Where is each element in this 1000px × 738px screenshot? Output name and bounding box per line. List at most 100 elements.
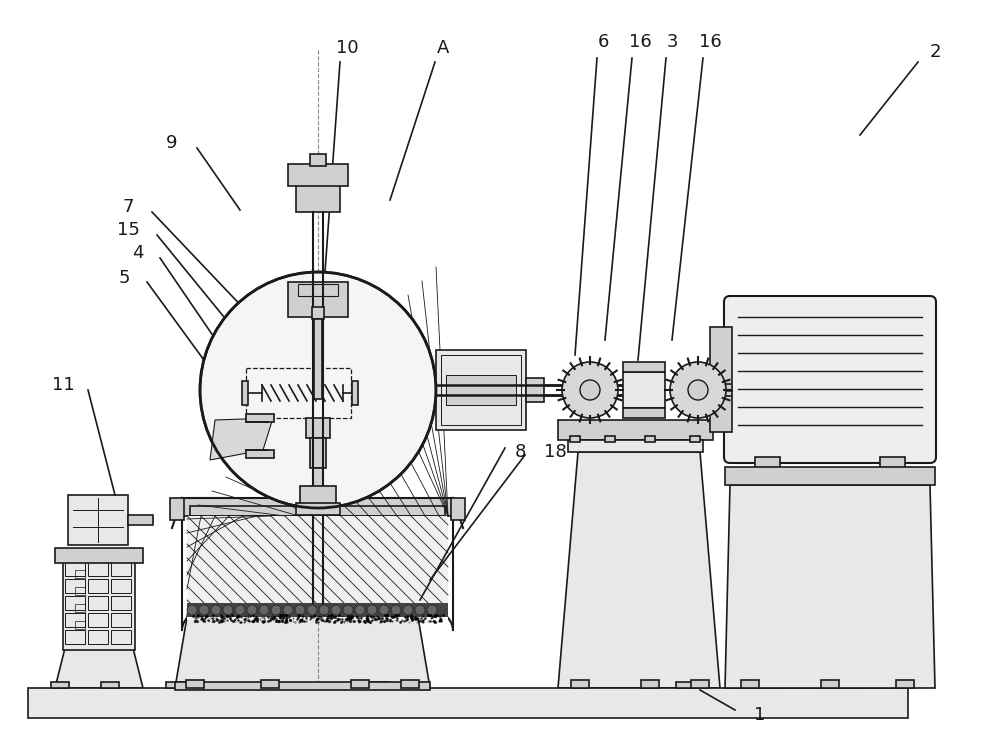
Text: 1: 1 — [754, 706, 766, 724]
Bar — [570, 436, 580, 442]
Bar — [65, 613, 85, 627]
Bar — [761, 682, 779, 688]
Circle shape — [235, 605, 245, 615]
Bar — [75, 621, 85, 629]
Bar — [88, 613, 108, 627]
Bar — [558, 420, 713, 440]
Bar — [312, 307, 324, 319]
Text: 10: 10 — [336, 39, 358, 57]
Bar — [296, 184, 340, 212]
Bar — [641, 680, 659, 688]
Circle shape — [295, 605, 305, 615]
Bar — [65, 596, 85, 610]
Bar — [187, 603, 448, 617]
Bar — [261, 680, 279, 688]
Bar — [55, 548, 143, 563]
Bar — [288, 164, 348, 186]
Circle shape — [187, 605, 197, 615]
Polygon shape — [725, 485, 935, 688]
Bar — [451, 498, 465, 520]
FancyBboxPatch shape — [724, 296, 936, 463]
Text: 5: 5 — [118, 269, 130, 287]
Text: 16: 16 — [699, 33, 721, 51]
Bar — [246, 368, 351, 418]
Bar — [401, 680, 419, 688]
Circle shape — [427, 605, 437, 615]
Bar — [166, 682, 184, 688]
Polygon shape — [210, 418, 273, 460]
Text: 18: 18 — [544, 443, 566, 461]
Circle shape — [415, 605, 425, 615]
Bar — [371, 682, 389, 688]
Bar — [441, 355, 521, 425]
Bar — [690, 436, 700, 442]
Bar — [242, 381, 248, 405]
Bar — [623, 408, 665, 418]
Bar — [351, 680, 369, 688]
Bar — [725, 467, 935, 485]
Bar — [896, 680, 914, 688]
Text: 15: 15 — [117, 221, 139, 239]
Circle shape — [379, 605, 389, 615]
Bar — [111, 579, 131, 593]
Bar — [261, 682, 279, 688]
Bar — [298, 284, 338, 296]
Bar — [568, 440, 703, 452]
Bar — [306, 418, 330, 438]
Text: 6: 6 — [597, 33, 609, 51]
Circle shape — [223, 605, 233, 615]
Text: 16: 16 — [629, 33, 651, 51]
Bar — [352, 381, 358, 405]
Circle shape — [211, 605, 221, 615]
Circle shape — [403, 605, 413, 615]
Bar — [170, 498, 184, 520]
Bar — [65, 579, 85, 593]
Bar — [186, 680, 204, 688]
Text: 9: 9 — [166, 134, 178, 152]
Bar — [446, 375, 516, 405]
Bar — [175, 682, 430, 690]
Bar — [314, 319, 322, 399]
Bar — [51, 682, 69, 688]
Bar — [246, 414, 274, 422]
Circle shape — [391, 605, 401, 615]
Text: 4: 4 — [132, 244, 144, 262]
Bar — [846, 682, 864, 688]
Bar — [310, 438, 326, 468]
Bar — [111, 613, 131, 627]
Text: 11: 11 — [52, 376, 74, 394]
Circle shape — [283, 605, 293, 615]
Bar — [676, 682, 694, 688]
Bar — [296, 503, 340, 515]
Bar — [436, 350, 526, 430]
Text: 3: 3 — [666, 33, 678, 51]
Bar — [75, 570, 85, 578]
Circle shape — [271, 605, 281, 615]
Bar — [88, 562, 108, 576]
Bar — [88, 579, 108, 593]
Bar — [623, 362, 665, 372]
Bar — [526, 378, 544, 402]
Bar — [187, 617, 448, 620]
Bar — [288, 282, 348, 317]
Circle shape — [367, 605, 377, 615]
Bar — [313, 468, 323, 498]
Bar — [88, 596, 108, 610]
Bar — [111, 630, 131, 644]
Circle shape — [307, 605, 317, 615]
Polygon shape — [558, 452, 720, 688]
Bar — [623, 372, 665, 408]
Circle shape — [200, 272, 436, 508]
Bar — [710, 327, 732, 432]
Bar — [246, 450, 274, 458]
Bar — [880, 457, 905, 469]
Circle shape — [670, 362, 726, 418]
Bar — [75, 604, 85, 612]
Bar — [65, 562, 85, 576]
Bar — [741, 680, 759, 688]
Bar — [821, 680, 839, 688]
Circle shape — [319, 605, 329, 615]
Circle shape — [343, 605, 353, 615]
Polygon shape — [175, 540, 430, 688]
Text: 8: 8 — [514, 443, 526, 461]
